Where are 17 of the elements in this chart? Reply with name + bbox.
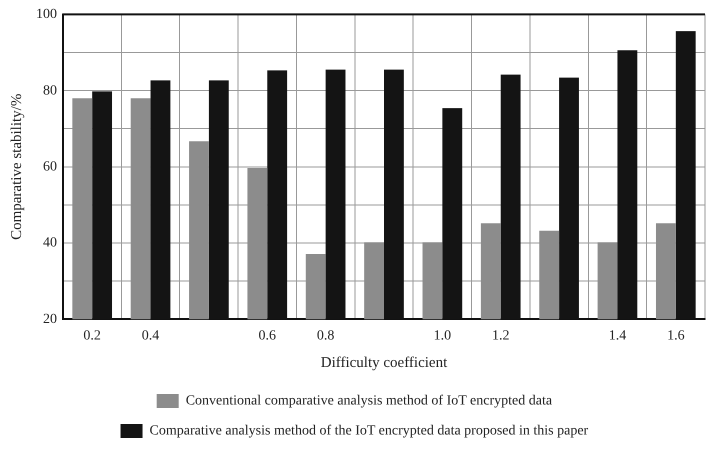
x-tick-label: 1.2 [492,328,510,344]
legend-label: Comparative analysis method of the IoT encrypted data proposed in this paper [150,424,589,439]
y-tick-label: 40 [43,236,57,251]
y-axis-title: Comparative stability/% [8,94,25,240]
x-axis-title: Difficulty coefficient [320,354,448,371]
x-tick-label: 1.0 [434,328,452,344]
x-tick-label: 0.4 [142,328,160,344]
y-tick-label: 20 [43,312,57,327]
y-tick-label: 80 [43,83,57,98]
x-tick-label: 0.6 [258,328,276,344]
x-tick-label: 1.6 [667,328,685,344]
y-tick-label: 60 [43,159,57,174]
legend-label: Conventional comparative analysis method of IoT encrypted data [186,394,553,409]
x-tick-label: 0.2 [83,328,101,344]
x-tick-label: 1.4 [608,328,626,344]
x-tick-label: 0.8 [316,328,334,344]
y-tick-label: 100 [36,7,57,22]
